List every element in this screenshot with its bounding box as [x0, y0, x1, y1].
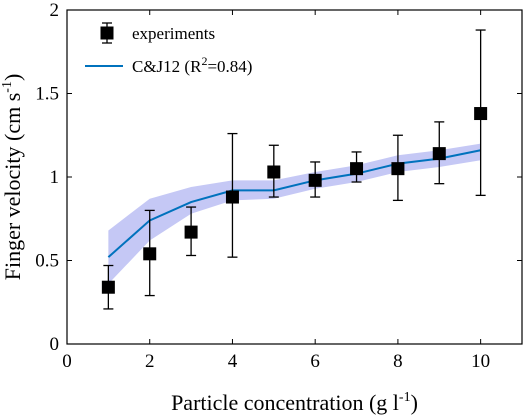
y-tick-label: 2 [50, 0, 60, 21]
experiment-point [267, 165, 281, 179]
legend-model-label: C&J12 (R2=0.84) [132, 54, 252, 76]
x-tick-label: 0 [62, 351, 72, 372]
experiment-point [474, 107, 488, 121]
tick-layer: 0 2 4 6 8 10 0 0.5 1 1.5 2 [35, 0, 522, 372]
y-axis-label-sup: -1 [0, 81, 15, 93]
legend-experiments-marker [100, 22, 114, 44]
x-tick-label: 8 [393, 351, 403, 372]
experiment-point [184, 225, 198, 239]
y-tick-label: 0 [50, 334, 60, 355]
experiment-point [225, 190, 239, 204]
y-axis-label: Finger velocity (cm s-1) [0, 74, 25, 281]
experiment-point [391, 162, 405, 176]
x-tick-label: 6 [310, 351, 320, 372]
legend-experiment-point [100, 26, 114, 40]
y-tick-label: 0.5 [35, 251, 59, 272]
y-tick-label: 1.5 [35, 84, 59, 105]
experiment-points-layer [101, 107, 488, 294]
x-axis-label: Particle concentration (g l-1) [171, 390, 418, 415]
legend: experiments C&J12 (R2=0.84) [85, 22, 252, 76]
experiment-point [308, 173, 322, 187]
legend-experiments-label: experiments [132, 24, 215, 43]
legend-model-label-sup: 2 [201, 54, 207, 68]
experiment-point [143, 247, 157, 261]
experiment-point [101, 280, 115, 294]
x-tick-label: 10 [471, 351, 490, 372]
y-tick-label: 1 [50, 167, 60, 188]
x-tick-label: 2 [145, 351, 155, 372]
x-axis-label-sup: -1 [399, 390, 411, 405]
experiment-point [432, 147, 446, 161]
experiment-point [350, 162, 364, 176]
model-line-layer [107, 149, 481, 258]
x-tick-label: 4 [228, 351, 238, 372]
model-line [107, 149, 481, 258]
